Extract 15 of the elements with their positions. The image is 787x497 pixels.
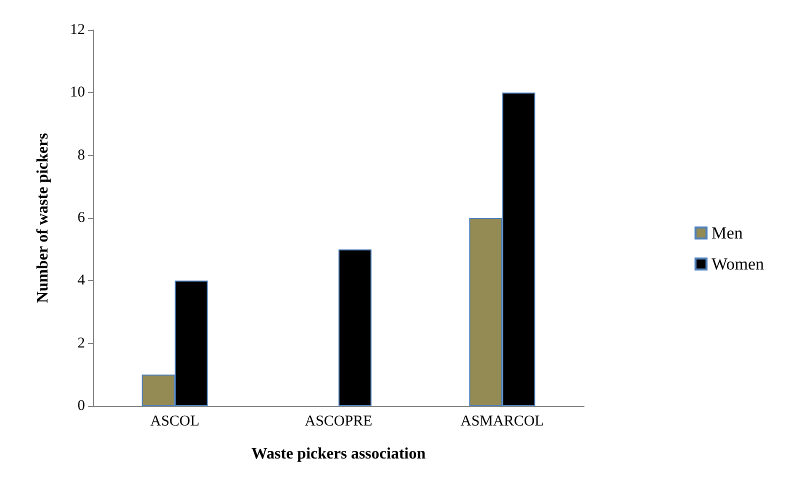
y-tick-label: 12 bbox=[70, 22, 85, 38]
y-tick-label: 4 bbox=[78, 272, 86, 289]
legend-label: Men bbox=[712, 224, 744, 242]
y-tick-label: 8 bbox=[78, 147, 85, 164]
x-tick-label: ASCOPRE bbox=[304, 414, 372, 430]
y-tick-label: 6 bbox=[78, 210, 86, 226]
x-tick-label: ASCOL bbox=[150, 414, 200, 430]
x-tick-label: ASMARCOL bbox=[460, 414, 544, 430]
y-tick-label: 0 bbox=[78, 398, 85, 414]
y-tick-label: 2 bbox=[78, 335, 85, 352]
y-axis-title: Number of waste pickers bbox=[34, 133, 52, 303]
y-tick-label: 10 bbox=[70, 84, 85, 101]
legend-label: Women bbox=[712, 254, 764, 274]
bar bbox=[338, 249, 372, 406]
x-axis-title: Waste pickers association bbox=[251, 446, 426, 462]
